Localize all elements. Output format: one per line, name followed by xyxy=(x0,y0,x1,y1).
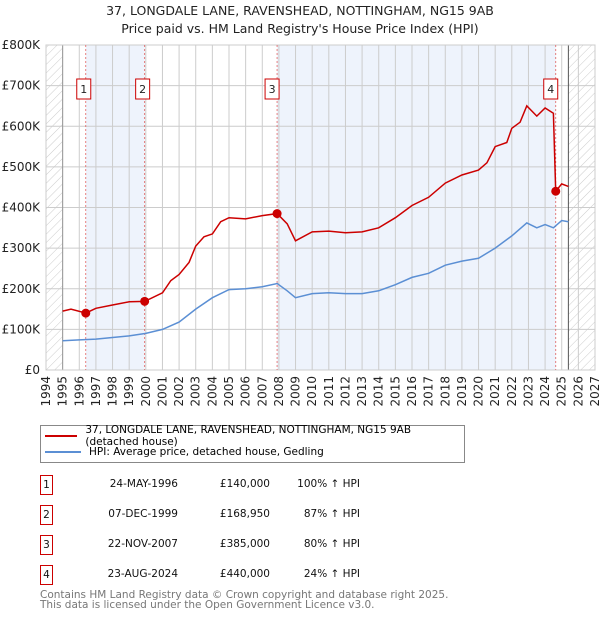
table-row: 1 24-MAY-1996 £140,000 100% ↑ HPI xyxy=(40,475,440,495)
sale-label-box xyxy=(135,78,151,100)
sale-hpi: 87% ↑ HPI xyxy=(303,508,360,520)
hpi-line xyxy=(62,219,569,342)
x-tick-label: 2006 xyxy=(239,376,253,407)
x-tick-label: 2003 xyxy=(189,376,203,407)
x-tick-label: 2027 xyxy=(588,376,600,407)
legend-swatch-property xyxy=(45,435,78,437)
x-tick-label: 2011 xyxy=(322,376,336,407)
x-tick-label: 2019 xyxy=(455,376,469,407)
x-tick-label: 2015 xyxy=(388,376,402,407)
plot-frame xyxy=(45,44,596,371)
sale-point xyxy=(81,308,91,318)
y-tick-label: £800K xyxy=(2,38,42,52)
x-tick-label: 2014 xyxy=(372,376,386,407)
x-tick-label: 2002 xyxy=(172,376,186,407)
x-tick-label: 1998 xyxy=(106,376,120,407)
x-tick-label: 2013 xyxy=(355,376,369,407)
x-tick-label: 2022 xyxy=(505,376,519,407)
x-tick-label: 2012 xyxy=(338,376,352,407)
legend-label-hpi: HPI: Average price, detached house, Gedl… xyxy=(89,446,324,458)
sale-point xyxy=(551,186,561,196)
sale-marker: 3 xyxy=(40,535,53,555)
y-tick-label: £300K xyxy=(2,241,42,255)
x-tick-label: 2009 xyxy=(289,376,303,407)
sale-price: £168,950 xyxy=(219,508,270,520)
sale-price: £140,000 xyxy=(219,478,270,490)
legend: 37, LONGDALE LANE, RAVENSHEAD, NOTTINGHA… xyxy=(40,424,465,463)
x-tick-label: 2017 xyxy=(422,376,436,407)
x-tick-label: 2021 xyxy=(488,376,502,407)
x-tick-label: 2004 xyxy=(205,376,219,407)
table-row: 3 22-NOV-2007 £385,000 80% ↑ HPI xyxy=(40,535,440,555)
y-tick-label: £200K xyxy=(2,282,42,296)
x-tick-label: 2024 xyxy=(538,376,552,407)
chart-subtitle: Price paid vs. HM Land Registry's House … xyxy=(121,21,478,36)
x-tick-label: 2000 xyxy=(139,376,153,407)
sale-price: £385,000 xyxy=(219,538,270,550)
property-price-line xyxy=(62,104,569,314)
x-tick-label: 2023 xyxy=(521,376,535,407)
y-tick-label: £700K xyxy=(2,79,42,93)
y-tick-label: £500K xyxy=(2,160,42,174)
y-tick-label: £100K xyxy=(2,322,42,336)
sale-label-box xyxy=(543,78,559,100)
x-tick-label: 1994 xyxy=(39,376,53,407)
x-tick-label: 1995 xyxy=(56,376,70,407)
x-tick-label: 2007 xyxy=(255,376,269,407)
sale-label-box xyxy=(76,78,92,100)
x-tick-label: 1996 xyxy=(72,376,86,407)
footer: Contains HM Land Registry data © Crown c… xyxy=(40,589,449,611)
sale-date: 22-NOV-2007 xyxy=(107,538,178,550)
x-tick-label: 2025 xyxy=(555,376,569,407)
x-tick-label: 2018 xyxy=(438,376,452,407)
sale-date: 24-MAY-1996 xyxy=(109,478,178,490)
legend-swatch-hpi xyxy=(45,451,81,453)
x-tick-label: 2016 xyxy=(405,376,419,407)
sale-marker: 1 xyxy=(40,475,53,495)
y-tick-label: £600K xyxy=(2,119,42,133)
sale-point xyxy=(272,209,282,219)
sale-hpi: 100% ↑ HPI xyxy=(297,478,360,490)
x-tick-label: 2010 xyxy=(305,376,319,407)
x-tick-label: 1999 xyxy=(122,376,136,407)
table-row: 2 07-DEC-1999 £168,950 87% ↑ HPI xyxy=(40,505,440,525)
x-tick-label: 2026 xyxy=(571,376,585,407)
sale-label: 3 xyxy=(269,83,276,96)
sale-label: 4 xyxy=(547,83,554,96)
sale-marker: 2 xyxy=(40,505,53,525)
sale-label-box xyxy=(264,78,280,100)
x-tick-label: 1997 xyxy=(89,376,103,407)
x-tick-label: 2005 xyxy=(222,376,236,407)
x-tick-label: 2008 xyxy=(272,376,286,407)
sale-date: 23-AUG-2024 xyxy=(107,568,178,580)
y-tick-label: £400K xyxy=(2,201,42,215)
table-row: 4 23-AUG-2024 £440,000 24% ↑ HPI xyxy=(40,565,440,585)
footer-licence: This data is licensed under the Open Gov… xyxy=(40,599,375,611)
sale-label: 1 xyxy=(80,83,87,96)
footer-copyright: Contains HM Land Registry data © Crown c… xyxy=(40,589,449,601)
sale-label: 2 xyxy=(139,83,146,96)
legend-label-property: 37, LONGDALE LANE, RAVENSHEAD, NOTTINGHA… xyxy=(85,424,412,448)
sale-date: 07-DEC-1999 xyxy=(108,508,178,520)
y-tick-label: £0 xyxy=(25,363,40,377)
sale-point xyxy=(140,296,150,306)
x-tick-label: 2020 xyxy=(472,376,486,407)
sale-marker: 4 xyxy=(40,565,53,585)
price-chart: 37, LONGDALE LANE, RAVENSHEAD, NOTTINGHA… xyxy=(2,3,600,407)
x-tick-label: 2001 xyxy=(155,376,169,407)
sale-price: £440,000 xyxy=(219,568,270,580)
sale-hpi: 24% ↑ HPI xyxy=(303,568,360,580)
chart-title: 37, LONGDALE LANE, RAVENSHEAD, NOTTINGHA… xyxy=(106,3,494,18)
sale-hpi: 80% ↑ HPI xyxy=(303,538,360,550)
